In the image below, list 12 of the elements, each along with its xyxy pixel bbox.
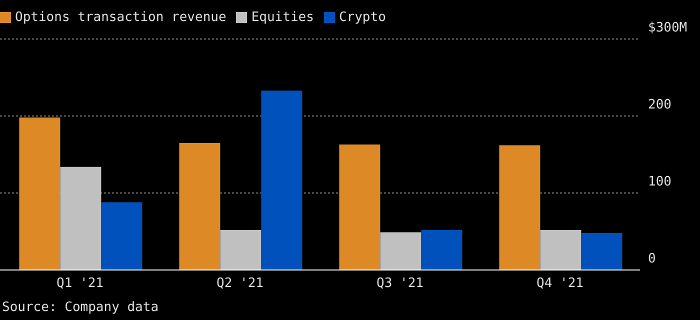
x-tick-label: Q1 '21 (56, 276, 104, 292)
y-tick-label: $300M (648, 20, 688, 36)
legend-label: Options transaction revenue (15, 10, 226, 25)
legend-label: Crypto (338, 10, 386, 25)
legend-label: Equities (251, 10, 314, 25)
x-tick-label: Q2 '21 (216, 276, 264, 292)
x-tick-label: Q3 '21 (376, 276, 424, 292)
source-note: Source: Company data (2, 300, 159, 315)
y-tick-label: 0 (648, 252, 656, 267)
y-tick-label: 200 (648, 98, 672, 113)
x-tick-label: Q4 '21 (536, 276, 584, 292)
y-tick-label: 100 (648, 174, 672, 190)
